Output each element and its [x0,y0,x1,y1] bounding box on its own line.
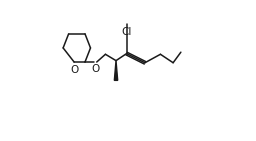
Polygon shape [114,61,118,80]
Text: O: O [70,65,78,75]
Text: O: O [91,64,99,74]
Text: Cl: Cl [121,27,132,37]
